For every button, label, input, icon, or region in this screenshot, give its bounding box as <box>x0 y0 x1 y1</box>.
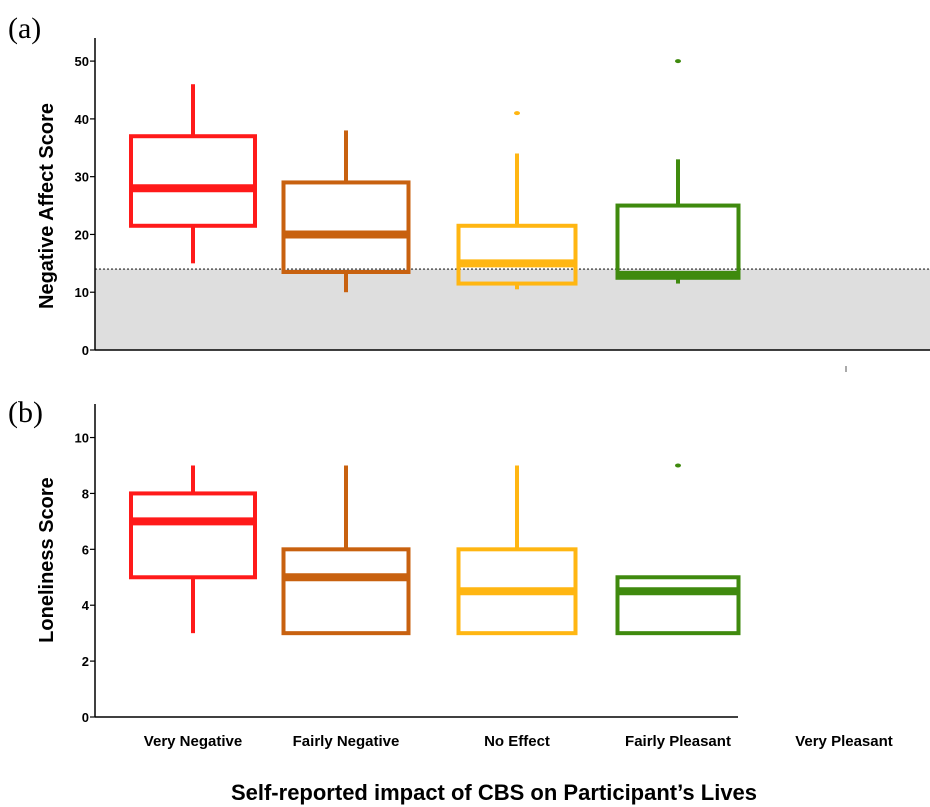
x-tick-label-very-pleasant: Very Pleasant <box>795 733 893 750</box>
panel-b-box-fairly-negative <box>281 465 411 636</box>
panel-b-label: (b) <box>8 396 43 429</box>
panel-a-box-no-effect-outlier-0 <box>514 111 520 116</box>
panel-a-y-tick-label-0: 0 <box>82 343 89 358</box>
panel-a-box-fairly-pleasant-outlier-0 <box>675 59 681 64</box>
panel-a-box-fairly-pleasant-iqr <box>615 203 741 280</box>
panel-b-box-fairly-pleasant-outlier-0 <box>675 463 681 468</box>
panel-a-y-tick-label-30: 30 <box>75 170 89 185</box>
x-axis-title: Self-reported impact of CBS on Participa… <box>231 780 757 805</box>
x-tick-label-very-negative: Very Negative <box>144 733 242 750</box>
panel-a-box-very-negative-iqr <box>129 134 257 228</box>
panel-b-box-very-negative-iqr <box>129 491 257 580</box>
panel-b-y-tick-label-6: 6 <box>82 542 89 557</box>
panel-a-box-fairly-negative-iqr <box>281 180 411 274</box>
panel-b-box-fairly-negative-iqr <box>281 547 411 636</box>
panel-b-y-axis-label: Loneliness Score <box>36 477 58 643</box>
panel-b-box-fairly-pleasant-iqr <box>615 575 741 636</box>
panel-a-y-tick-label-50: 50 <box>75 54 89 69</box>
x-tick-label-fairly-negative: Fairly Negative <box>293 733 400 750</box>
panel-b-y-tick-label-4: 4 <box>82 598 90 613</box>
panel-b-y-tick-label-8: 8 <box>82 486 89 501</box>
x-axis-category-labels: Very Negative Fairly Negative No Effect Fai… <box>144 733 893 750</box>
panel-b-y-tick-label-2: 2 <box>82 654 89 669</box>
panel-a-box-no-effect-iqr <box>456 223 578 286</box>
panel-b-box-no-effect <box>456 465 578 636</box>
panel-a-y-tick-label-20: 20 <box>75 227 89 242</box>
panel-a-y-tick-label-10: 10 <box>75 285 89 300</box>
panel-b-box-very-negative <box>129 465 257 634</box>
panel-b-y-tick-label-10: 10 <box>75 431 89 446</box>
x-tick-label-no-effect: No Effect <box>484 733 550 750</box>
panel-a-label: (a) <box>8 12 41 45</box>
panel-b-y-tick-label-0: 0 <box>82 710 89 725</box>
x-tick-label-fairly-pleasant: Fairly Pleasant <box>625 733 731 750</box>
panel-a-y-tick-label-40: 40 <box>75 112 89 127</box>
panel-b-box-fairly-pleasant <box>615 463 741 636</box>
panel-a-plot-area: 0 10 20 30 40 50 <box>75 38 930 372</box>
panel-a-box-very-negative <box>129 84 257 264</box>
panel-a-box-fairly-negative <box>281 130 411 293</box>
panel-a-box-no-effect <box>456 111 578 290</box>
panel-a-shaded-region <box>95 269 930 350</box>
panel-a-y-axis-label: Negative Affect Score <box>36 103 58 309</box>
panel-a-box-fairly-pleasant <box>615 59 741 284</box>
panel-b-plot-area: 0 2 4 6 8 10 <box>75 404 741 725</box>
